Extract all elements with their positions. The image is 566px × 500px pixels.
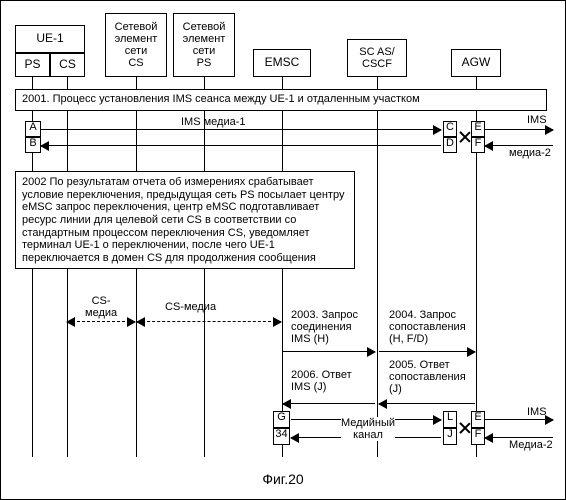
port-d: D	[443, 137, 457, 153]
arrow-ims-media-1-r	[41, 129, 441, 130]
step-2002: 2002 По результатам отчета об измерениях…	[15, 171, 355, 269]
label-2006: 2006. Ответ IMS (J)	[291, 369, 352, 393]
label-ims-media-2c: IMS	[527, 406, 547, 418]
arrow-2004	[379, 351, 475, 352]
node-net-cs: Сетевой элемент сети CS	[105, 13, 167, 77]
port-e2: E	[471, 411, 485, 428]
node-net-ps: Сетевой элемент сети PS	[173, 13, 235, 77]
port-f2: F	[471, 428, 485, 445]
arrow-2003	[283, 351, 375, 352]
label-2004: 2004. Запрос сопоставления (H, F/D)	[389, 309, 466, 345]
x-icon	[459, 132, 469, 142]
node-ue1: UE-1	[15, 25, 85, 53]
arrow-ims-media-2-r	[485, 129, 553, 130]
node-ps: PS	[15, 53, 50, 77]
sequence-diagram: UE-1 PS CS Сетевой элемент сети CS Сетев…	[0, 0, 566, 500]
label-2003: 2003. Запрос соединения IMS (H)	[291, 309, 358, 345]
label-2005: 2005. Ответ сопоставления (J)	[389, 359, 466, 395]
port-j: J	[443, 428, 457, 445]
node-agw: AGW	[451, 49, 501, 77]
arrow-ims-media-1-l	[41, 145, 441, 146]
port-b: B	[25, 137, 41, 153]
port-l: L	[443, 411, 457, 428]
x-icon-2	[459, 423, 469, 433]
port-e: E	[471, 121, 485, 137]
arrow-cs-media-1	[67, 321, 135, 322]
arrow-ims-media-2c-l	[485, 437, 553, 438]
port-f: F	[471, 137, 485, 153]
label-ims-media-2a: IMS	[527, 114, 547, 126]
label-ims-media-1: IMS медиа-1	[181, 116, 246, 128]
node-emsc: EMSC	[253, 49, 311, 77]
node-scas: SC AS/ CSCF	[347, 39, 407, 77]
label-ims-media-2b: медиа-2	[509, 147, 551, 159]
arrow-2005	[379, 403, 475, 404]
step-2001: 2001. Процесс установления IMS сеанса ме…	[15, 89, 547, 111]
arrow-ims-media-2-l	[485, 145, 553, 146]
arrow-2006	[283, 403, 375, 404]
label-cs-media-right: CS-медиа	[165, 301, 216, 313]
arrow-ims-media-2c-r	[485, 419, 553, 420]
port-h: 34	[273, 428, 290, 445]
arrow-cs-media-2	[137, 321, 281, 322]
port-c: C	[443, 121, 457, 137]
label-ims-media-2d: Медиа-2	[509, 439, 553, 451]
port-g: G	[273, 411, 290, 428]
port-a: A	[25, 121, 41, 137]
figure-caption: Фиг.20	[1, 471, 565, 487]
label-media-channel: Медийный канал	[341, 417, 395, 441]
node-cs: CS	[50, 53, 85, 77]
label-cs-media-left: CS- медиа	[85, 295, 117, 319]
